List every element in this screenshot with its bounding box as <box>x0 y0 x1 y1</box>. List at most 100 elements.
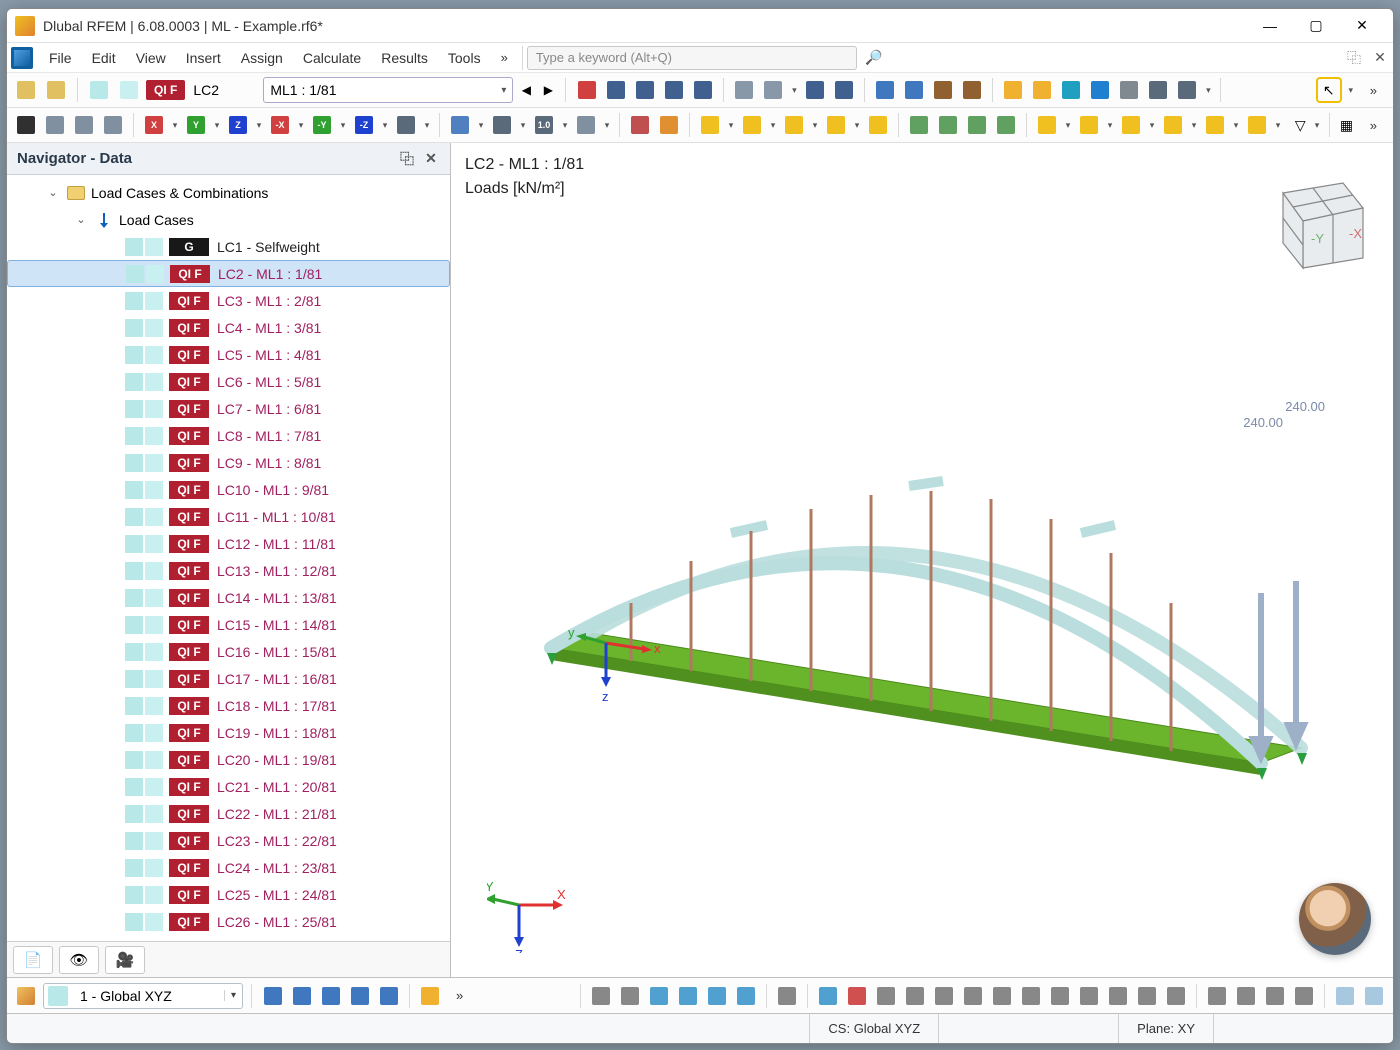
corner-icon[interactable] <box>1163 983 1189 1009</box>
toggle-workplane-icon[interactable] <box>13 77 39 103</box>
print-icon[interactable] <box>1174 77 1200 103</box>
wave2-icon[interactable] <box>959 77 985 103</box>
load-case-item[interactable]: QI FLC10 - ML1 : 9/81 <box>7 476 450 503</box>
chevron-down-icon[interactable]: ▾ <box>1063 120 1073 131</box>
chevron-down-icon[interactable]: ▾ <box>1203 85 1213 96</box>
restore-window-icon[interactable]: ⿻ <box>1345 49 1363 67</box>
load-case-item[interactable]: QI FLC11 - ML1 : 10/81 <box>7 503 450 530</box>
load-case-item[interactable]: QI FLC8 - ML1 : 7/81 <box>7 422 450 449</box>
member-label-icon[interactable] <box>661 77 687 103</box>
sel-rect-icon[interactable] <box>873 983 899 1009</box>
chevron-down-icon[interactable]: ▾ <box>602 120 612 131</box>
panel-close-icon[interactable]: ✕ <box>422 150 440 168</box>
parallel-icon[interactable] <box>1018 983 1044 1009</box>
osnap-box-icon[interactable] <box>646 983 672 1009</box>
workplane-icon[interactable] <box>13 983 39 1009</box>
load-case-item[interactable]: QI FLC12 - ML1 : 11/81 <box>7 530 450 557</box>
navigator-tree[interactable]: ⌄ Load Cases & Combinations ⌄ Load Cases… <box>7 175 450 941</box>
seismic-icon[interactable] <box>964 112 990 138</box>
grid-pts-icon[interactable] <box>588 983 614 1009</box>
sel-window-icon[interactable] <box>815 983 841 1009</box>
load-case-item[interactable]: QI FLC5 - ML1 : 4/81 <box>7 341 450 368</box>
lasso-icon[interactable] <box>13 112 39 138</box>
ellipse-icon[interactable] <box>1076 983 1102 1009</box>
chevron-down-icon[interactable]: ▾ <box>476 120 486 131</box>
chevron-down-icon[interactable]: ▾ <box>170 120 180 131</box>
load-case-item[interactable]: QI FLC7 - ML1 : 6/81 <box>7 395 450 422</box>
chevron-down-icon[interactable]: ▾ <box>726 120 736 131</box>
menu-results[interactable]: Results <box>371 46 438 70</box>
tree-root[interactable]: ⌄ Load Cases & Combinations <box>7 179 450 206</box>
chevron-down-icon[interactable]: ▾ <box>1346 85 1356 96</box>
guides-icon[interactable] <box>733 983 759 1009</box>
nav-tab-display-icon[interactable]: 👁 <box>59 946 99 974</box>
chevron-down-icon[interactable]: ▾ <box>1189 120 1199 131</box>
axis-x-icon[interactable] <box>831 77 857 103</box>
area-load-icon[interactable] <box>781 112 807 138</box>
minimize-button[interactable]: — <box>1247 11 1293 41</box>
toolbar-overflow[interactable]: » <box>1360 118 1387 133</box>
tree-sub[interactable]: ⌄ Load Cases <box>7 206 450 233</box>
eye-arrow-icon[interactable] <box>603 77 629 103</box>
axis-label-icon[interactable] <box>690 77 716 103</box>
delete-x-icon[interactable] <box>574 77 600 103</box>
chevron-down-icon[interactable]: ▾ <box>1147 120 1157 131</box>
maximize-button[interactable]: ▢ <box>1293 11 1339 41</box>
menu-overflow[interactable]: » <box>491 50 518 65</box>
chevron-down-icon[interactable]: ▾ <box>380 120 390 131</box>
assistant-avatar[interactable] <box>1299 883 1371 955</box>
viewport-3d[interactable]: LC2 - ML1 : 1/81 Loads [kN/m²] -X -Y 240… <box>451 143 1393 977</box>
menu-file[interactable]: File <box>39 46 82 70</box>
free-load-icon[interactable] <box>823 112 849 138</box>
tangent-icon[interactable] <box>1105 983 1131 1009</box>
menu-insert[interactable]: Insert <box>176 46 231 70</box>
line-load-icon[interactable] <box>739 112 765 138</box>
sel-cross-icon[interactable] <box>902 983 928 1009</box>
load-case-item[interactable]: QI FLC24 - ML1 : 23/81 <box>7 854 450 881</box>
save-icon[interactable] <box>1145 77 1171 103</box>
filter-icon[interactable]: ▽ <box>1291 112 1309 138</box>
res-n-icon[interactable] <box>1160 112 1186 138</box>
chevron-down-icon[interactable]: ▾ <box>212 120 222 131</box>
menu-edit[interactable]: Edit <box>82 46 126 70</box>
cube-grid-icon[interactable] <box>760 77 786 103</box>
snap-grid-icon[interactable] <box>376 983 402 1009</box>
layer-icon[interactable] <box>447 112 473 138</box>
box-side-icon[interactable] <box>71 112 97 138</box>
load-case-item[interactable]: QI FLC14 - ML1 : 13/81 <box>7 584 450 611</box>
chevron-down-icon[interactable]: ▾ <box>254 120 264 131</box>
load-case-item[interactable]: QI FLC9 - ML1 : 8/81 <box>7 449 450 476</box>
select-arrow-icon[interactable]: ↖ <box>1316 77 1342 103</box>
chevron-down-icon[interactable]: ▾ <box>810 120 820 131</box>
load-case-item[interactable]: QI FLC19 - ML1 : 18/81 <box>7 719 450 746</box>
load-case-item[interactable]: QI FLC21 - ML1 : 20/81 <box>7 773 450 800</box>
load-case-item[interactable]: QI FLC25 - ML1 : 24/81 <box>7 881 450 908</box>
res-stress-icon[interactable] <box>1118 112 1144 138</box>
chevron-down-icon[interactable]: ▾ <box>518 120 528 131</box>
cubes-icon[interactable] <box>1087 77 1113 103</box>
lc-selector[interactable]: ML1 : 1/81 ▾ <box>263 77 513 103</box>
load-case-item[interactable]: QI FLC17 - ML1 : 16/81 <box>7 665 450 692</box>
osnap-x-icon[interactable] <box>704 983 730 1009</box>
nav-tab-views-icon[interactable]: 🎥 <box>105 946 145 974</box>
frame3-icon[interactable] <box>1291 983 1317 1009</box>
clip-icon[interactable] <box>573 112 599 138</box>
toolbar-overflow[interactable]: » <box>446 988 473 1003</box>
toolbar-overflow[interactable]: » <box>1360 83 1387 98</box>
snap-mid-icon[interactable] <box>289 983 315 1009</box>
magnet-icon[interactable] <box>844 983 870 1009</box>
wave-icon[interactable] <box>930 77 956 103</box>
mesh-orange-icon[interactable] <box>656 112 682 138</box>
stack-icon[interactable] <box>1116 77 1142 103</box>
load-case-item[interactable]: QI FLC18 - ML1 : 17/81 <box>7 692 450 719</box>
axis-z-icon[interactable]: Z <box>225 112 251 138</box>
app-logo-icon[interactable] <box>11 47 33 69</box>
chevron-down-icon[interactable]: ▾ <box>1105 120 1115 131</box>
lc-swatch-1[interactable] <box>86 77 112 103</box>
cube-shade-icon[interactable] <box>731 77 757 103</box>
mdi-close-icon[interactable]: ✕ <box>1371 49 1389 67</box>
line-icon[interactable] <box>989 983 1015 1009</box>
panel-float-icon[interactable]: ⿻ <box>398 150 416 168</box>
chevron-down-icon[interactable]: ▾ <box>560 120 570 131</box>
grid-lines-icon[interactable] <box>617 983 643 1009</box>
